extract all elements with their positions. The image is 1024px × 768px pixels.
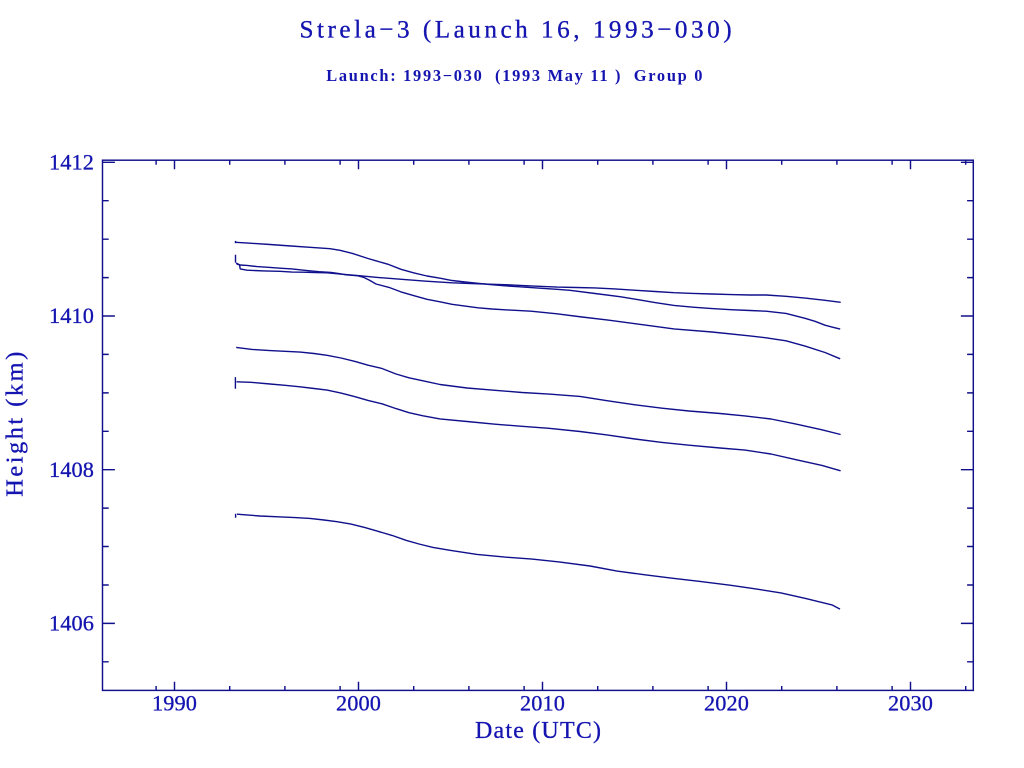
svg-text:1412: 1412 xyxy=(49,150,94,175)
svg-text:Height (km): Height (km) xyxy=(1,349,28,496)
svg-text:Strela−3 (Launch 16, 1993−030): Strela−3 (Launch 16, 1993−030) xyxy=(300,17,736,44)
svg-text:2020: 2020 xyxy=(704,690,749,715)
svg-text:1408: 1408 xyxy=(49,457,94,482)
svg-text:Date (UTC): Date (UTC) xyxy=(475,718,602,744)
svg-text:1410: 1410 xyxy=(49,303,94,328)
svg-text:2010: 2010 xyxy=(520,690,565,715)
svg-text:Launch: 1993−030 (1993 May 11: Launch: 1993−030 (1993 May 11 ) Group 0 xyxy=(326,66,704,85)
svg-text:2030: 2030 xyxy=(888,690,933,715)
svg-text:1406: 1406 xyxy=(49,611,94,636)
svg-text:2000: 2000 xyxy=(336,690,381,715)
svg-text:1990: 1990 xyxy=(152,690,197,715)
